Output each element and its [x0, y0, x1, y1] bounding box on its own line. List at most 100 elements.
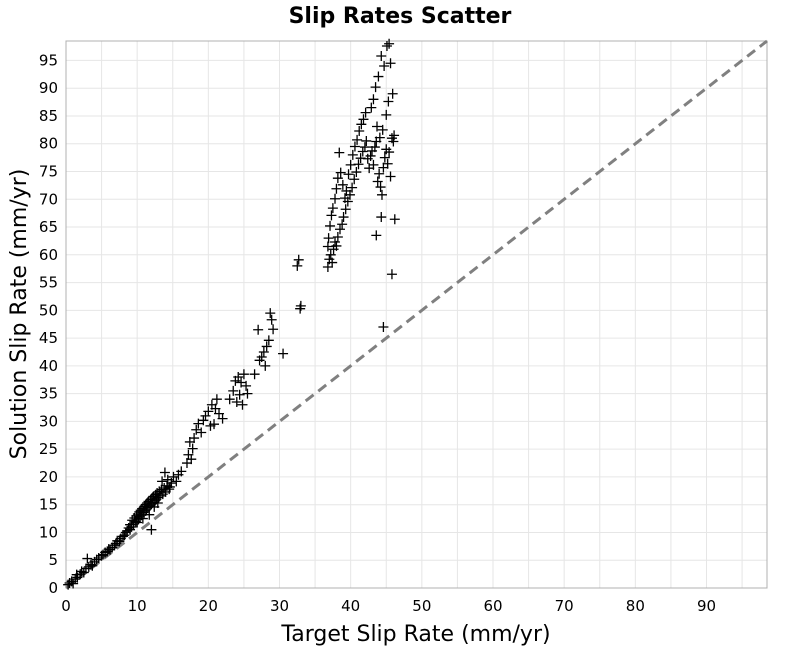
data-point	[326, 210, 337, 221]
y-tick-label: 75	[39, 163, 58, 181]
data-point	[144, 509, 155, 520]
data-point	[332, 173, 343, 184]
data-point	[198, 415, 209, 426]
y-tick-label: 50	[39, 301, 58, 319]
data-point	[159, 467, 170, 478]
data-point	[203, 406, 214, 417]
data-point	[376, 50, 387, 61]
data-point	[341, 185, 352, 196]
data-point	[217, 413, 228, 424]
data-point	[191, 424, 202, 435]
data-point	[372, 121, 383, 132]
data-point	[381, 109, 392, 120]
data-point	[347, 149, 358, 160]
data-point	[376, 189, 387, 200]
data-point	[278, 348, 289, 359]
data-point	[358, 114, 369, 125]
y-tick-label: 35	[39, 385, 58, 403]
data-point	[334, 147, 345, 158]
data-point	[265, 308, 276, 319]
data-point	[360, 107, 371, 118]
data-point	[224, 394, 235, 405]
y-tick-label: 65	[39, 218, 58, 236]
y-tick-label: 70	[39, 190, 58, 208]
data-point	[373, 71, 384, 82]
y-tick-label: 25	[39, 440, 58, 458]
y-tick-label: 80	[39, 135, 58, 153]
data-point	[327, 203, 338, 214]
y-tick-label: 40	[39, 357, 58, 375]
x-tick-label: 20	[199, 597, 218, 615]
data-point	[368, 159, 379, 170]
data-point	[377, 124, 388, 135]
data-point	[383, 96, 394, 107]
plot-area	[65, 40, 768, 589]
data-point	[146, 524, 157, 535]
data-point	[238, 369, 249, 380]
data-point	[258, 346, 269, 357]
data-point	[366, 102, 377, 113]
data-point	[339, 193, 350, 204]
data-point	[365, 150, 376, 161]
data-point	[137, 513, 148, 524]
data-point	[325, 249, 336, 260]
x-tick-label: 60	[483, 597, 502, 615]
data-point	[249, 369, 260, 380]
data-point	[385, 58, 396, 69]
data-point	[189, 433, 200, 444]
data-point	[256, 351, 267, 362]
data-point	[375, 182, 386, 193]
data-point	[384, 38, 395, 49]
y-tick-label: 55	[39, 274, 58, 292]
data-point	[183, 449, 194, 460]
data-point	[340, 204, 351, 215]
data-point	[389, 130, 400, 141]
data-point	[386, 269, 397, 280]
data-point	[187, 443, 198, 454]
data-point	[231, 396, 242, 407]
data-point	[293, 254, 304, 265]
data-point	[209, 419, 220, 430]
data-point	[385, 171, 396, 182]
data-point	[292, 260, 303, 271]
data-point	[361, 135, 372, 146]
data-point	[389, 214, 400, 225]
y-tick-label: 30	[39, 412, 58, 430]
y-tick-label: 20	[39, 468, 58, 486]
y-tick-label: 15	[39, 496, 58, 514]
x-tick-label: 70	[555, 597, 574, 615]
data-point	[372, 176, 383, 187]
data-point	[186, 454, 197, 465]
data-point	[374, 132, 385, 143]
data-point	[369, 142, 380, 153]
data-point	[345, 159, 356, 170]
data-point	[261, 341, 272, 352]
data-point	[228, 385, 239, 396]
data-point	[233, 371, 244, 382]
y-tick-label: 85	[39, 107, 58, 125]
data-point	[337, 179, 348, 190]
data-point	[200, 410, 211, 421]
data-point	[327, 257, 338, 268]
data-point	[370, 82, 381, 93]
data-point	[368, 94, 379, 105]
data-point	[387, 88, 398, 99]
data-point	[378, 321, 389, 332]
data-point	[388, 136, 399, 147]
data-point	[381, 40, 392, 51]
grid	[66, 41, 767, 589]
data-point	[237, 399, 248, 410]
data-point	[335, 167, 346, 178]
chart-title: Slip Rates Scatter	[289, 4, 512, 29]
data-point	[349, 141, 360, 152]
reference-line	[65, 39, 768, 590]
y-tick-label: 60	[39, 246, 58, 264]
x-tick-label: 0	[61, 597, 71, 615]
data-point	[332, 232, 343, 243]
data-point	[371, 230, 382, 241]
data-point	[196, 427, 207, 438]
data-point	[362, 153, 373, 164]
x-tick-label: 40	[341, 597, 360, 615]
data-point	[374, 168, 385, 179]
data-point	[376, 212, 387, 223]
